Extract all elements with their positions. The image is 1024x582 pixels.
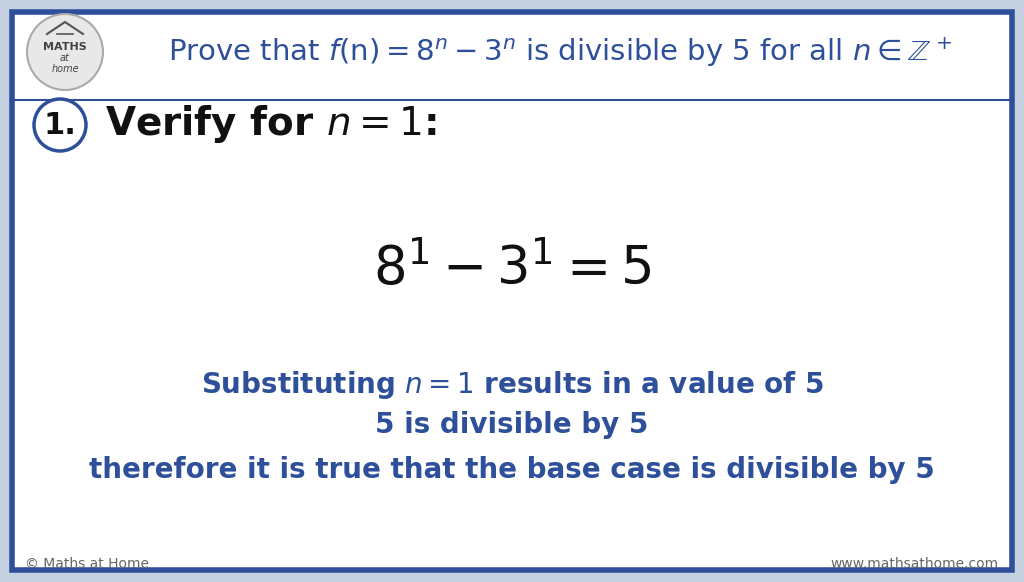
Text: © Maths at Home: © Maths at Home [25, 557, 150, 571]
Text: www.mathsathome.com: www.mathsathome.com [830, 557, 999, 571]
Text: Prove that $f(\mathrm{n}) = 8^n - 3^n$ is divisible by 5 for all $n \in \mathbb{: Prove that $f(\mathrm{n}) = 8^n - 3^n$ i… [168, 35, 952, 69]
Circle shape [34, 99, 86, 151]
Text: 5 is divisible by 5: 5 is divisible by 5 [376, 411, 648, 439]
Text: MATHS: MATHS [43, 42, 87, 52]
Text: $8^1 - 3^1 = 5$: $8^1 - 3^1 = 5$ [373, 244, 651, 296]
FancyBboxPatch shape [12, 12, 1012, 570]
Text: home: home [51, 64, 79, 74]
Text: 1.: 1. [44, 111, 77, 140]
Circle shape [27, 14, 103, 90]
Text: at: at [60, 53, 70, 63]
Text: therefore it is true that the base case is divisible by 5: therefore it is true that the base case … [89, 456, 935, 484]
Text: Verify for $n = 1$:: Verify for $n = 1$: [105, 103, 436, 145]
Text: Substituting $n = 1$ results in a value of 5: Substituting $n = 1$ results in a value … [201, 369, 823, 401]
